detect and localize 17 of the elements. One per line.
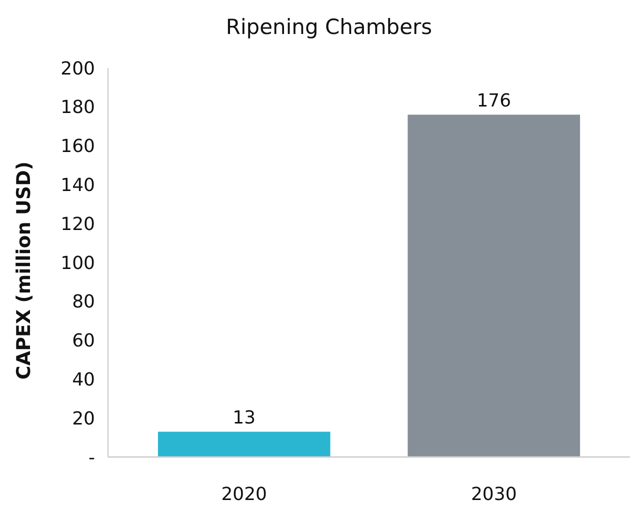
- y-tick-label: 80: [72, 292, 95, 313]
- y-tick-label: 40: [72, 370, 95, 390]
- chart-title: Ripening Chambers: [226, 15, 432, 39]
- y-tick-label: 120: [60, 214, 95, 235]
- x-tick-label: 2030: [470, 484, 517, 505]
- y-axis-title: CAPEX (million USD): [13, 161, 35, 380]
- y-tick-label: 20: [72, 408, 95, 430]
- y-tick-label: 200: [60, 58, 95, 80]
- y-tick-label: 180: [60, 97, 95, 118]
- data-label: 176: [476, 90, 512, 112]
- y-tick-label: 100: [60, 252, 95, 274]
- y-tick-label: 140: [60, 175, 95, 196]
- x-tick-label: 2020: [221, 484, 268, 505]
- y-tick-label: 160: [60, 136, 95, 158]
- y-tick-label: -: [88, 447, 95, 468]
- data-label: 13: [232, 408, 256, 429]
- y-tick-label: 60: [72, 330, 95, 352]
